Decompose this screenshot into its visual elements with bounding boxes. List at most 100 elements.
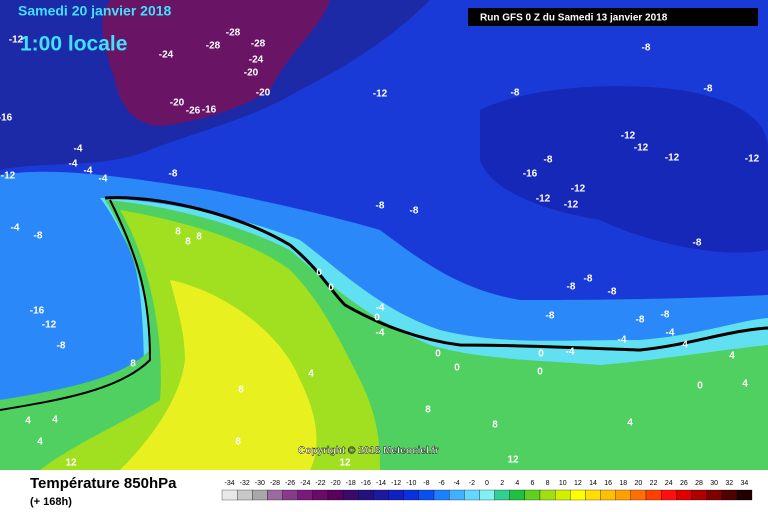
isotherm-label: -4 <box>84 166 93 177</box>
legend-label: -10 <box>406 480 416 487</box>
legend-swatch <box>691 489 707 501</box>
legend-label: 34 <box>741 480 749 487</box>
legend-swatch <box>676 489 692 501</box>
legend-label: -18 <box>346 480 356 487</box>
isotherm-label: 4 <box>37 437 43 448</box>
legend-label: 10 <box>559 480 567 487</box>
legend-swatch <box>706 489 722 501</box>
copyright: Copyright © 2018 Meteociel.fr <box>298 446 439 457</box>
legend-label: -28 <box>270 480 280 487</box>
isotherm-label: -8 <box>410 206 419 217</box>
legend-swatch <box>539 489 556 501</box>
isotherm-label: -8 <box>57 341 66 352</box>
isotherm-label: -8 <box>511 88 520 99</box>
isotherm-label: -8 <box>693 238 702 249</box>
legend-label: 18 <box>619 480 627 487</box>
isotherm-label: 0 <box>537 367 543 378</box>
isotherm-label: -12 <box>745 154 760 165</box>
isotherm-label: -12 <box>1 171 16 182</box>
legend-swatch <box>464 489 480 501</box>
isotherm-label: -8 <box>544 155 553 166</box>
greenland-cold <box>102 0 330 126</box>
isotherm-label: -4 <box>666 328 675 339</box>
yellow-zone <box>120 280 317 470</box>
legend-label: -22 <box>315 480 325 487</box>
legend-swatch <box>448 489 465 501</box>
isotherm-label: 4 <box>25 416 31 427</box>
isotherm-label: -28 <box>251 39 266 50</box>
isotherm-label: 8 <box>425 405 431 416</box>
legend-swatch <box>509 489 526 501</box>
legend-swatch <box>282 489 298 501</box>
isotherm-label: -24 <box>249 55 264 66</box>
legend-swatch <box>433 489 450 501</box>
legend-label: 30 <box>710 480 718 487</box>
isotherm-label: 4 <box>729 351 735 362</box>
isotherm-label: 8 <box>185 237 191 248</box>
legend-swatch <box>252 489 268 501</box>
isotherm-label: 4 <box>627 418 633 429</box>
isotherm-label: -12 <box>373 89 388 100</box>
isotherm-label: 4 <box>742 379 748 390</box>
isotherm-label: 8 <box>235 437 241 448</box>
legend-swatch <box>585 489 601 501</box>
isotherm-label: -24 <box>159 50 174 61</box>
legend-swatch <box>388 489 404 501</box>
legend-swatch <box>267 489 283 501</box>
legend-swatch <box>721 489 738 501</box>
legend-swatch <box>615 489 632 501</box>
legend-label: -34 <box>225 480 235 487</box>
legend-label: 26 <box>680 480 688 487</box>
legend-label: -14 <box>376 480 386 487</box>
legend-label: -2 <box>469 480 475 487</box>
footer-subtitle: (+ 168h) <box>30 496 72 508</box>
isotherm-label: -4 <box>376 328 385 339</box>
isotherm-label: -4 <box>618 335 627 346</box>
isotherm-label: 8 <box>238 385 244 396</box>
isotherm-label: -4 <box>11 223 20 234</box>
isotherm-label: -8 <box>376 201 385 212</box>
legend-label: -30 <box>255 480 265 487</box>
legend-swatch <box>236 489 253 501</box>
isotherm-label: 8 <box>492 420 498 431</box>
legend-swatch <box>479 489 495 501</box>
zero-isotherm <box>104 196 768 352</box>
isotherm-label: -8 <box>704 84 713 95</box>
isotherm-label: -4 <box>74 144 83 155</box>
isotherm-label: 0 <box>538 349 544 360</box>
isotherm-label: 4 <box>52 415 58 426</box>
isotherm-label: -12 <box>564 200 579 211</box>
isotherm-label: 8 <box>196 232 202 243</box>
zero-isotherm-west <box>0 199 152 411</box>
date-label: Samedi 20 janvier 2018 <box>18 3 172 19</box>
isotherm-label: -8 <box>608 287 617 298</box>
isotherm-label: -8 <box>546 311 555 322</box>
legend-swatch <box>630 489 647 501</box>
isotherm-label: 12 <box>507 455 519 466</box>
run-box <box>468 8 758 26</box>
legend-swatch <box>570 489 586 501</box>
isotherm-label: -4 <box>69 159 78 170</box>
isotherm-label: -12 <box>536 194 551 205</box>
legend-label: -32 <box>240 480 250 487</box>
isotherm-label: -4 <box>566 347 575 358</box>
legend-swatch <box>312 489 329 501</box>
isotherm-label: 4 <box>682 340 688 351</box>
legend-swatch <box>660 489 677 501</box>
isotherm-label: -8 <box>584 274 593 285</box>
run-label: Run GFS 0 Z du Samedi 13 janvier 2018 <box>480 13 668 24</box>
isotherm-label: 0 <box>454 363 460 374</box>
legend-swatch <box>600 489 616 501</box>
isotherm-label: -20 <box>244 68 259 79</box>
isotherm-label: 0 <box>435 349 441 360</box>
legend-label: 28 <box>695 480 703 487</box>
legend-label: -16 <box>361 480 371 487</box>
isotherm-label: 12 <box>65 458 77 469</box>
isotherm-label: -4 <box>376 303 385 314</box>
legend-swatch <box>373 489 389 501</box>
isotherm-label: -8 <box>661 310 670 321</box>
legend-label: -26 <box>285 480 295 487</box>
legend-label: 16 <box>604 480 612 487</box>
isotherm-label: -20 <box>256 88 271 99</box>
